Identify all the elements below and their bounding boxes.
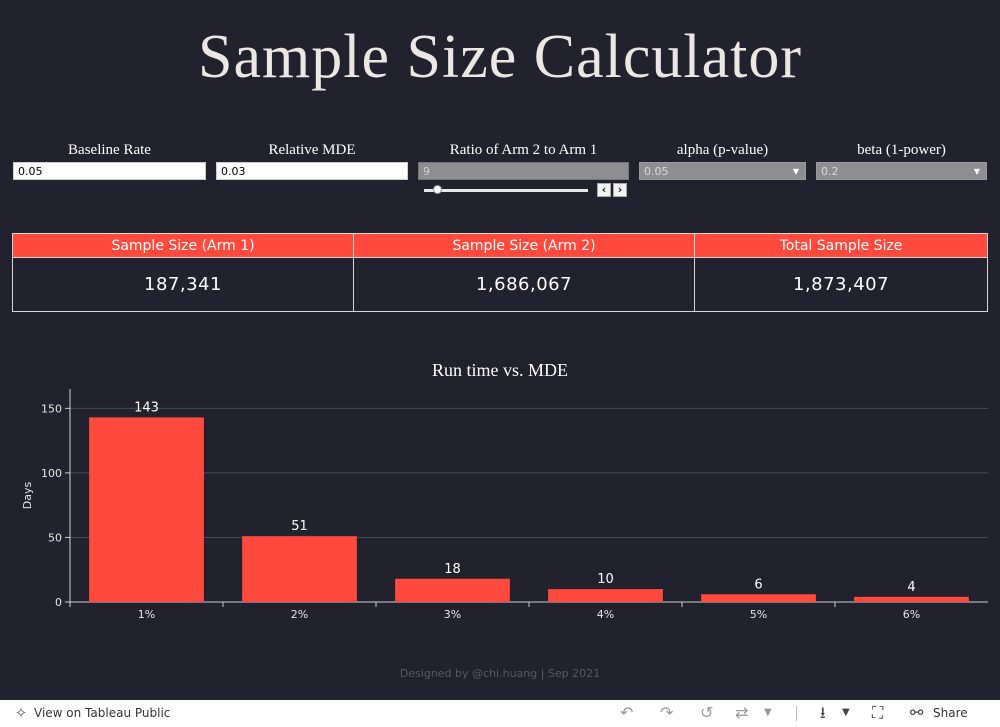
fullscreen-icon[interactable]: ⛶ <box>872 703 884 722</box>
x-tick-label: 5% <box>750 608 767 621</box>
bar[interactable] <box>395 578 510 602</box>
run-time-chart: 0 50 100 150 Days 143 1% 51 2% 18 3% 10 4% 6 5% 4 6% <box>21 389 988 621</box>
x-tick-label: 2% <box>291 608 308 621</box>
bar-value-label: 51 <box>291 519 308 534</box>
ratio-slider-track[interactable] <box>424 189 588 192</box>
share-icon[interactable]: ⚯ <box>910 703 924 722</box>
bar[interactable] <box>89 417 204 602</box>
beta-select[interactable]: 0.2 ▼ <box>816 162 987 180</box>
relative-mde-input[interactable]: 0.03 <box>216 162 408 180</box>
bar-value-label: 6 <box>754 577 762 592</box>
refresh-icon[interactable]: ⇄ <box>735 703 749 722</box>
tableau-logo-icon: ✧ <box>14 704 28 722</box>
relative-mde-param: Relative MDE 0.03 <box>216 142 408 180</box>
arm2-header: Sample Size (Arm 2) <box>353 233 696 258</box>
chart-title: Run time vs. MDE <box>431 360 568 380</box>
ratio-label: Ratio of Arm 2 to Arm 1 <box>449 142 598 158</box>
undo-icon[interactable]: ↶ <box>620 703 634 722</box>
ratio-slider: ‹ › <box>418 182 629 198</box>
bar[interactable] <box>701 594 816 602</box>
x-tick-label: 1% <box>138 608 155 621</box>
y-tick-label: 0 <box>55 596 62 609</box>
chevron-down-icon: ▼ <box>792 167 799 176</box>
relative-mde-label: Relative MDE <box>268 142 356 158</box>
x-tick-label: 4% <box>597 608 614 621</box>
chevron-down-icon: ▼ <box>973 167 980 176</box>
x-tick-label: 6% <box>903 608 920 621</box>
bar[interactable] <box>242 536 357 602</box>
revert-icon[interactable]: ↺ <box>700 703 714 722</box>
baseline-rate-input[interactable]: 0.05 <box>13 162 206 180</box>
y-axis-title: Days <box>21 482 34 510</box>
baseline-rate-param: Baseline Rate 0.05 <box>13 142 206 180</box>
bar-value-label: 10 <box>597 572 614 587</box>
chevron-down-icon[interactable]: ▼ <box>842 707 850 718</box>
bar[interactable] <box>854 596 969 602</box>
redo-icon[interactable]: ↷ <box>660 703 674 722</box>
page-title: Sample Size Calculator <box>198 23 802 91</box>
total-value: 1,873,407 <box>694 257 988 312</box>
sample-size-table: Sample Size (Arm 1) Sample Size (Arm 2) … <box>11 233 988 312</box>
tableau-toolbar: ✧ View on Tableau Public ↶ ↷ ↺ ⇄ ▼ ⭳ ▼ ⛶… <box>0 700 1000 727</box>
total-header: Total Sample Size <box>694 233 988 258</box>
arm1-value: 187,341 <box>11 257 355 312</box>
bar[interactable] <box>548 589 663 602</box>
alpha-select[interactable]: 0.05 ▼ <box>639 162 806 180</box>
chevron-down-icon[interactable]: ▼ <box>764 707 772 718</box>
ratio-increment-button[interactable]: › <box>613 183 627 197</box>
alpha-select-value: 0.05 <box>644 165 669 178</box>
ratio-input[interactable]: 9 <box>418 162 629 180</box>
arm1-header: Sample Size (Arm 1) <box>11 233 355 258</box>
bar-value-label: 143 <box>134 400 159 415</box>
credit-text: Designed by @chi.huang | Sep 2021 <box>399 667 601 680</box>
beta-select-value: 0.2 <box>821 165 839 178</box>
bar-value-label: 18 <box>444 562 461 577</box>
toolbar-divider <box>796 706 797 721</box>
view-on-tableau-link[interactable]: View on Tableau Public <box>34 706 171 720</box>
ratio-slider-thumb[interactable] <box>433 185 442 194</box>
x-tick-label: 3% <box>444 608 461 621</box>
y-tick-label: 50 <box>48 531 62 544</box>
ratio-param: Ratio of Arm 2 to Arm 1 9 ‹ › <box>418 142 629 198</box>
y-tick-label: 100 <box>41 467 62 480</box>
alpha-label: alpha (p-value) <box>676 142 769 158</box>
y-tick-label: 150 <box>41 402 62 415</box>
beta-label: beta (1-power) <box>857 142 946 158</box>
download-icon[interactable]: ⭳ <box>820 703 826 722</box>
bar-value-label: 4 <box>907 580 915 595</box>
alpha-param: alpha (p-value) 0.05 ▼ <box>639 142 806 180</box>
baseline-rate-label: Baseline Rate <box>68 142 151 158</box>
ratio-decrement-button[interactable]: ‹ <box>597 183 611 197</box>
beta-param: beta (1-power) 0.2 ▼ <box>816 142 987 180</box>
arm2-value: 1,686,067 <box>353 257 696 312</box>
share-button[interactable]: Share <box>933 706 968 720</box>
